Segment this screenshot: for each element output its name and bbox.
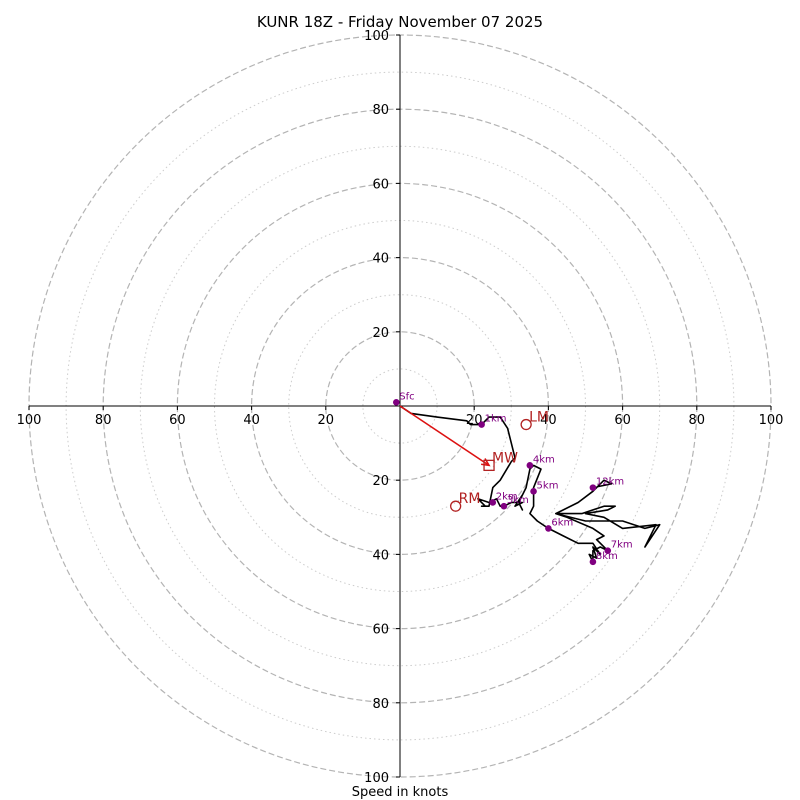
x-tick-label: 100: [17, 413, 42, 428]
height-label-5km: 5km: [537, 480, 559, 491]
y-tick-label: 80: [372, 697, 389, 712]
x-tick-label: 60: [169, 413, 186, 428]
height-label-4km: 4km: [533, 454, 555, 465]
mw-label: MW: [492, 450, 518, 466]
y-tick-label: 80: [372, 103, 389, 118]
height-label-7km: 7km: [611, 540, 633, 551]
y-tick-label: 40: [372, 252, 389, 267]
x-tick-label: 20: [318, 413, 335, 428]
y-tick-label: 100: [364, 771, 389, 786]
height-label-6km: 6km: [551, 517, 573, 528]
lm-label: LM: [529, 410, 549, 426]
x-axis-label: Speed in knots: [352, 785, 449, 800]
y-tick-label: 100: [364, 29, 389, 44]
rm-label: RM: [459, 491, 481, 507]
chart-title: KUNR 18Z - Friday November 07 2025: [257, 13, 543, 31]
x-tick-label: 60: [614, 413, 631, 428]
y-tick-label: 20: [372, 474, 389, 489]
y-tick-label: 60: [372, 623, 389, 638]
x-tick-label: 80: [95, 413, 112, 428]
y-tick-label: 20: [372, 326, 389, 341]
y-tick-label: 60: [372, 177, 389, 192]
height-label-12km: 12km: [596, 477, 624, 488]
x-tick-label: 100: [759, 413, 784, 428]
height-label-3km: 3km: [507, 495, 529, 506]
hodograph-chart: KUNR 18Z - Friday November 07 2025 100 80…: [0, 0, 800, 800]
height-label-8km: 8km: [596, 551, 618, 562]
y-tick-label: 40: [372, 548, 389, 563]
x-tick-label: 40: [243, 413, 260, 428]
x-tick-label: 80: [689, 413, 706, 428]
height-label-sfc: Sfc: [399, 391, 414, 402]
height-label-1km: 1km: [485, 414, 507, 425]
